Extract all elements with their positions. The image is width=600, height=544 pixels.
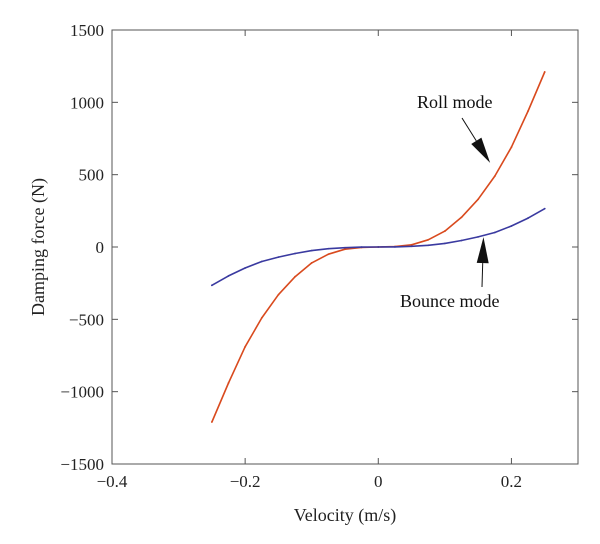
bounce-mode-point <box>543 207 546 210</box>
x-tick-label: −0.4 <box>97 472 128 491</box>
bounce-mode-point <box>443 242 446 245</box>
roll-mode-point <box>310 262 313 264</box>
bounce-mode-point <box>327 247 330 250</box>
roll-mode-point <box>294 275 296 278</box>
roll-mode-arrow-head <box>471 137 491 163</box>
y-tick-label: 500 <box>79 166 105 185</box>
bounce-mode-point <box>360 246 363 249</box>
bounce-mode-point <box>493 231 496 234</box>
y-axis-title: Damping force (N) <box>28 178 49 316</box>
roll-mode-label: Roll mode <box>417 92 493 112</box>
roll-mode-point <box>510 146 513 149</box>
roll-mode-point <box>527 110 529 112</box>
bounce-mode-point <box>460 239 463 242</box>
roll-mode-point <box>477 198 480 201</box>
annotations: Roll mode Bounce mode <box>400 92 499 311</box>
axis-ticks: −0.4 −0.2 0 0.2 −1500 −1000 −500 0 500 1000 1500 <box>60 21 578 491</box>
roll-mode-point <box>244 345 247 348</box>
bounce-mode-label: Bounce mode <box>400 291 499 311</box>
bounce-mode-point <box>477 235 480 238</box>
roll-mode-arrow-shaft <box>461 117 477 142</box>
y-tick-label: 1000 <box>70 93 104 112</box>
roll-mode-point <box>493 175 496 178</box>
bounce-mode-point <box>410 245 413 248</box>
bounce-mode-point <box>294 252 296 255</box>
bounce-mode-point <box>244 267 247 269</box>
roll-mode-point <box>410 243 413 246</box>
bounce-mode-point <box>527 217 529 219</box>
roll-mode-point <box>427 238 430 241</box>
bounce-mode-point <box>310 249 313 252</box>
roll-mode-point <box>460 216 463 219</box>
roll-mode-point <box>327 253 330 256</box>
roll-mode-point <box>543 71 546 73</box>
roll-mode-point <box>443 230 446 232</box>
bounce-mode-point <box>510 225 513 227</box>
roll-mode-point <box>210 421 213 423</box>
bounce-mode-point <box>394 245 396 248</box>
bounce-mode-point <box>377 246 380 248</box>
bounce-mode-point <box>260 260 263 263</box>
bounce-mode-point <box>277 256 280 259</box>
x-tick-label: 0.2 <box>501 472 522 491</box>
roll-mode-point <box>344 248 346 251</box>
y-tick-label: 1500 <box>70 21 104 40</box>
y-tick-label: −500 <box>69 310 104 329</box>
bounce-mode-arrow-shaft <box>481 263 484 288</box>
bounce-mode-point <box>427 244 430 247</box>
x-tick-label: −0.2 <box>230 472 261 491</box>
x-tick-label: 0 <box>374 472 383 491</box>
series-layer <box>210 71 546 423</box>
roll-mode-point <box>260 316 263 319</box>
roll-mode-point <box>227 382 230 384</box>
y-tick-label: −1500 <box>60 455 104 474</box>
y-tick-label: −1000 <box>60 383 104 402</box>
bounce-mode-point <box>344 246 346 249</box>
roll-mode-point <box>277 293 280 296</box>
x-axis-title: Velocity (m/s) <box>294 505 396 526</box>
bounce-mode-point <box>227 275 230 277</box>
bounce-mode-arrow-head <box>476 237 489 264</box>
bounce-mode-point <box>210 284 213 287</box>
y-tick-label: 0 <box>96 238 105 257</box>
